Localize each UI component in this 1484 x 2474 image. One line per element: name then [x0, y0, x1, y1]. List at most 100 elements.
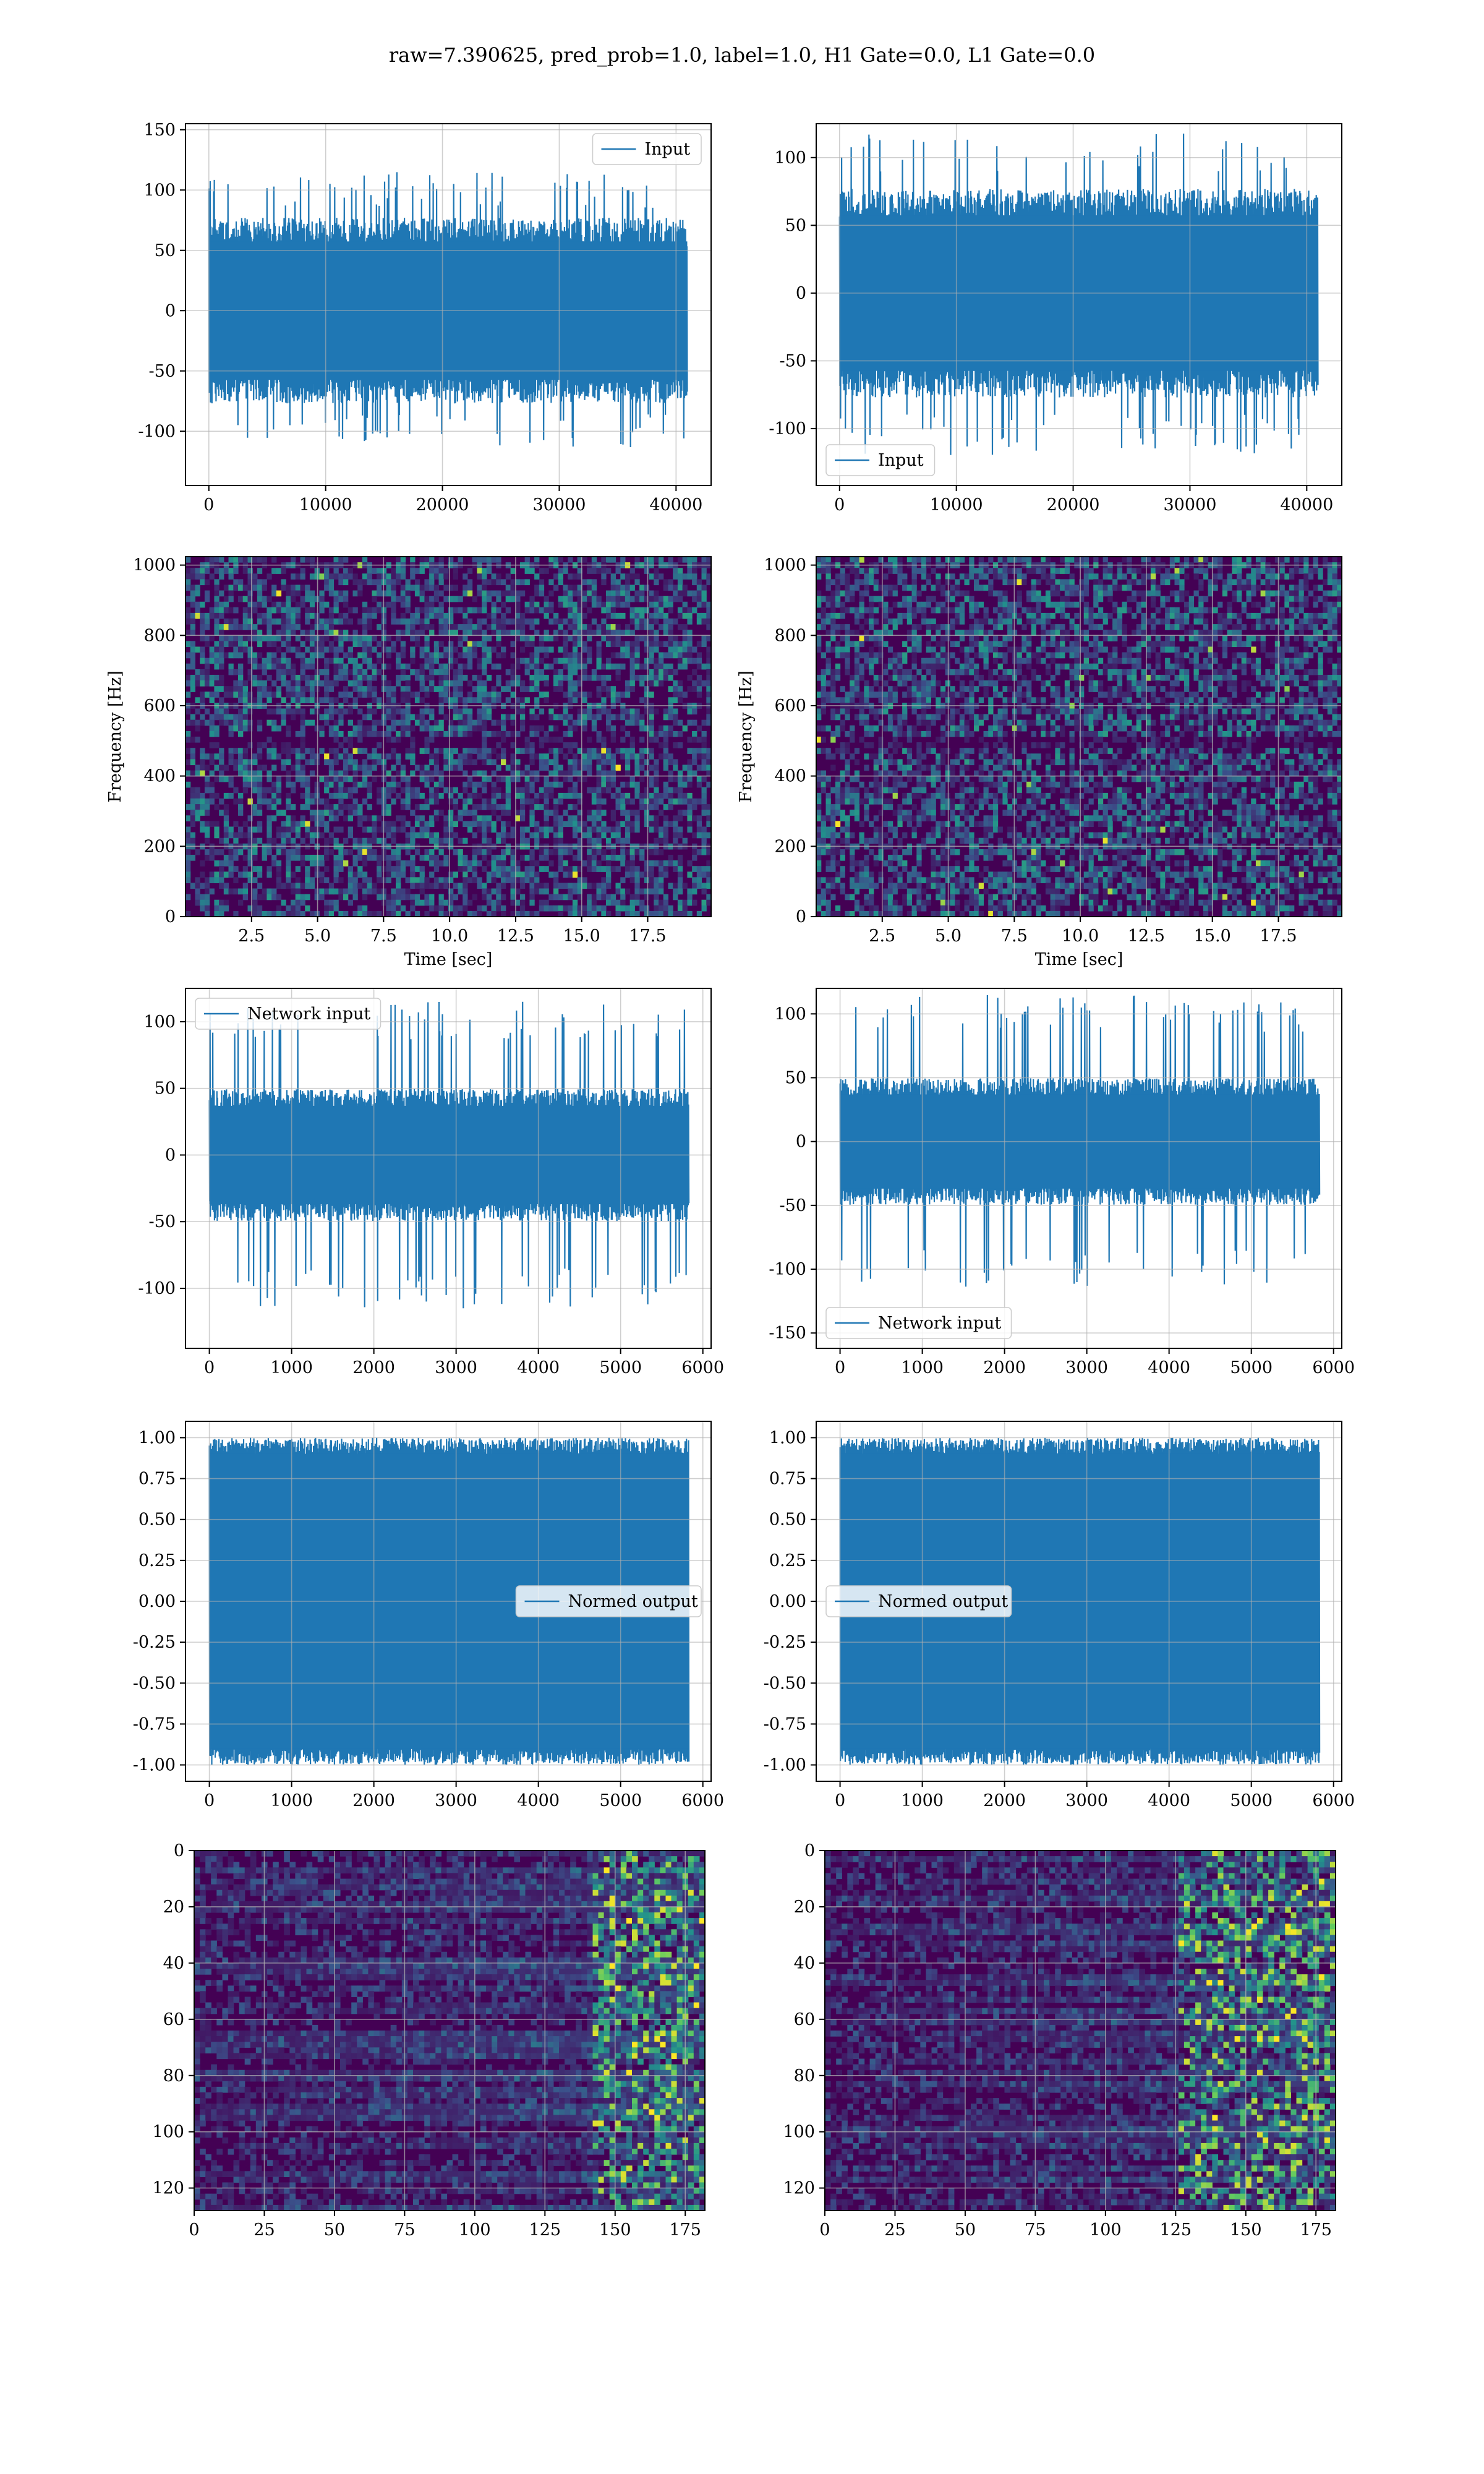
heatmap-cell	[281, 612, 286, 619]
heatmap-cell	[978, 601, 984, 608]
heatmap-cell	[314, 612, 320, 619]
heatmap-cell	[338, 787, 344, 794]
heatmap-cell	[458, 759, 463, 766]
heatmap-cell	[472, 849, 477, 855]
heatmap-cell	[352, 748, 358, 754]
heatmap-cell	[1188, 596, 1194, 602]
heatmap-cell	[1055, 590, 1060, 597]
heatmap-cell	[348, 737, 353, 743]
heatmap-cell	[1055, 607, 1060, 614]
heatmap-cell	[692, 657, 697, 664]
heatmap-cell	[644, 804, 650, 810]
heatmap-cell	[558, 764, 563, 771]
heatmap-cell	[591, 590, 597, 597]
heatmap-cell	[477, 630, 482, 636]
heatmap-cell	[687, 776, 693, 782]
heatmap-cell	[463, 883, 468, 889]
heatmap-cell	[343, 557, 349, 563]
heatmap-cell	[553, 821, 559, 828]
heatmap-cell	[276, 635, 282, 641]
heatmap-cell	[577, 691, 582, 698]
heatmap-cell	[228, 719, 234, 726]
heatmap-cell	[629, 866, 635, 872]
heatmap-cell	[257, 652, 263, 659]
heatmap-cell	[414, 849, 420, 855]
heatmap-cell	[309, 810, 315, 816]
heatmap-cell	[825, 557, 831, 563]
heatmap-cell	[247, 905, 253, 912]
heatmap-cell	[438, 905, 444, 912]
heatmap-cell	[587, 630, 592, 636]
heatmap-cell	[1237, 573, 1242, 580]
heatmap-cell	[625, 792, 631, 799]
heatmap-cell	[242, 821, 248, 828]
heatmap-cell	[1136, 568, 1141, 574]
heatmap-cell	[300, 630, 305, 636]
heatmap-cell	[1270, 579, 1276, 586]
heatmap-cell	[696, 652, 702, 659]
heatmap-cell	[596, 837, 602, 844]
heatmap-cell	[501, 910, 506, 917]
heatmap-cell	[200, 770, 205, 777]
heatmap-cell	[410, 883, 416, 889]
legend: Input	[825, 444, 936, 476]
heatmap-cell	[1132, 568, 1137, 574]
heatmap-cell	[433, 669, 440, 675]
heatmap-cell	[572, 590, 578, 597]
heatmap-cell	[463, 905, 468, 912]
heatmap-cell	[706, 607, 711, 614]
heatmap-cell	[869, 573, 874, 580]
heatmap-cell	[295, 652, 301, 659]
heatmap-cell	[563, 641, 568, 648]
heatmap-cell	[577, 573, 582, 580]
heatmap-cell	[305, 618, 310, 625]
heatmap-cell	[328, 573, 335, 580]
heatmap-cell	[482, 652, 487, 659]
heatmap-cell	[1237, 568, 1242, 574]
heatmap-cell	[1017, 573, 1022, 580]
heatmap-cell	[214, 663, 220, 670]
heatmap-cell	[343, 590, 349, 597]
heatmap-cell	[357, 781, 363, 788]
heatmap-cell	[223, 871, 229, 878]
heatmap-cell	[1036, 579, 1041, 586]
heatmap-cell	[443, 697, 449, 703]
heatmap-cell	[505, 686, 511, 692]
heatmap-cell	[438, 910, 444, 917]
heatmap-cell	[372, 568, 377, 574]
heatmap-cell	[396, 719, 401, 726]
heatmap-cell	[606, 714, 612, 721]
heatmap-cell	[396, 899, 401, 906]
heatmap-cell	[429, 855, 435, 861]
heatmap-cell	[309, 557, 315, 563]
heatmap-cell	[892, 557, 898, 563]
heatmap-cell	[572, 787, 578, 794]
heatmap-cell	[706, 680, 711, 687]
heatmap-cell	[438, 675, 444, 681]
heatmap-cell	[587, 579, 592, 586]
heatmap-cell	[372, 730, 377, 737]
heatmap-cell	[563, 652, 568, 659]
heatmap-cell	[491, 826, 497, 833]
heatmap-cell	[539, 607, 545, 614]
heatmap-cell	[906, 596, 913, 602]
heatmap-cell	[309, 596, 315, 602]
heatmap-cell	[448, 753, 454, 760]
heatmap-cell	[448, 618, 454, 625]
heatmap-cell	[625, 730, 631, 737]
heatmap-cell	[242, 568, 248, 574]
heatmap-cell	[601, 624, 607, 630]
heatmap-cell	[950, 607, 955, 614]
heatmap-cell	[519, 708, 526, 715]
heatmap-cell	[1146, 590, 1151, 597]
heatmap-cell	[400, 573, 406, 580]
heatmap-cell	[438, 883, 444, 889]
heatmap-cell	[501, 646, 506, 653]
heatmap-cell	[223, 635, 229, 641]
heatmap-cell	[663, 725, 668, 732]
heatmap-cell	[477, 557, 482, 563]
heatmap-cell	[300, 855, 305, 861]
heatmap-cell	[186, 579, 191, 586]
heatmap-cell	[438, 663, 444, 670]
heatmap-cell	[505, 776, 511, 782]
